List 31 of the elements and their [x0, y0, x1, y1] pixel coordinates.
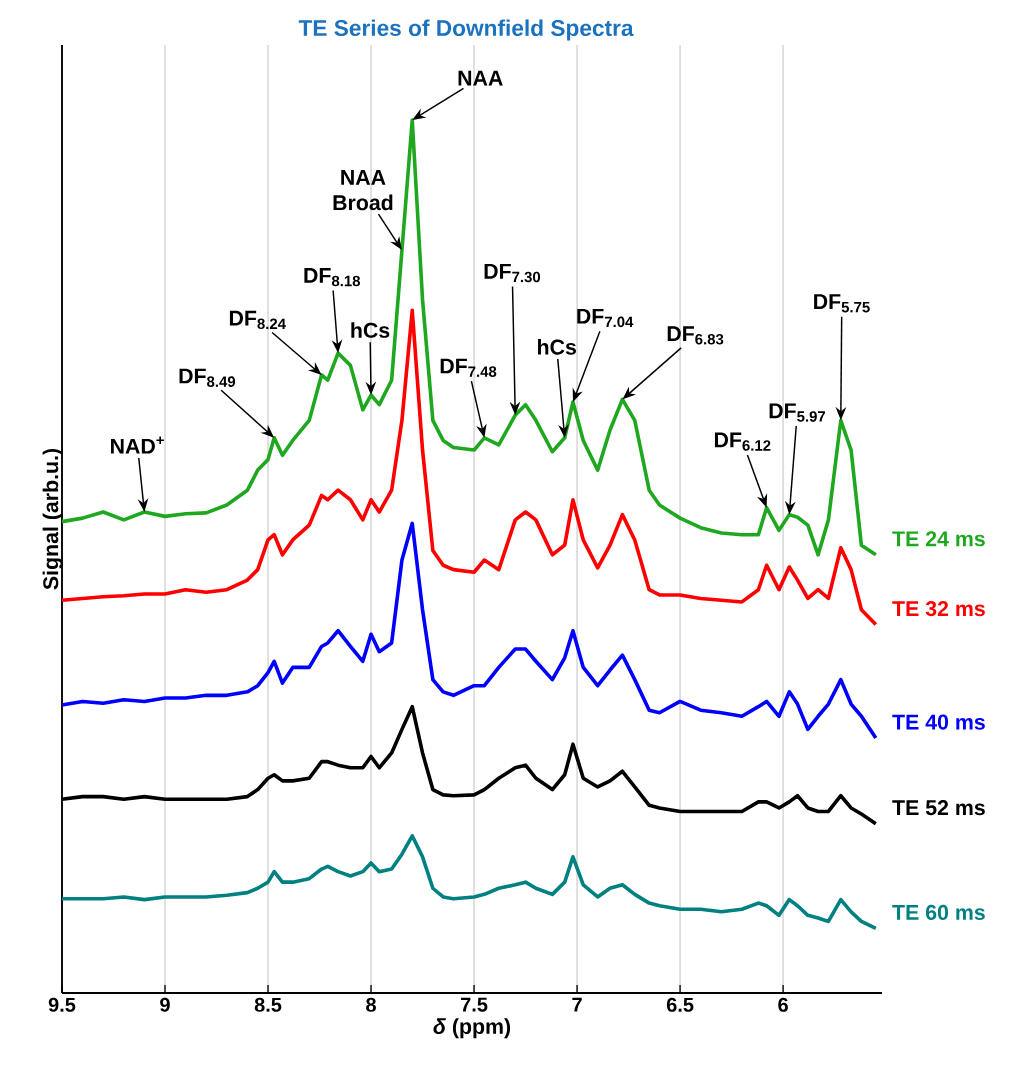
annotation: NAA Broad: [333, 170, 393, 211]
x-tick-label: 9: [160, 997, 170, 1012]
x-tick-label: 7.5: [461, 997, 488, 1012]
series-label: TE 32 ms: [892, 601, 985, 617]
annotation: DF$_{5.75}$: [814, 294, 870, 313]
series-label: TE 52 ms: [892, 800, 985, 816]
x-tick-label: 9.5: [48, 997, 76, 1012]
annotation: DF$_{5.97}$: [769, 403, 826, 422]
series-label: TE 24 ms: [892, 531, 985, 547]
x-tick-label: 6.5: [666, 997, 694, 1012]
annotation: DF$_{7.48}$: [440, 358, 497, 377]
series-label: TE 40 ms: [892, 714, 985, 730]
x-tick-label: 7: [572, 997, 582, 1012]
annotation: DF$_{7.04}$: [577, 308, 634, 328]
annotation: NAD$^{+}$: [111, 436, 164, 454]
x-tick-label: 8.5: [254, 997, 282, 1012]
chart-title: TE Series of Downfield Spectra: [298, 19, 634, 41]
annotation: hCs: [538, 338, 576, 355]
x-tick-label: 6: [778, 997, 788, 1012]
annotation: DF$_{8.18}$: [304, 267, 361, 287]
annotation: DF$_{8.49}$: [179, 368, 236, 387]
x-tick-label: 8: [366, 997, 376, 1012]
x-axis-title: δ (ppm): [433, 1018, 511, 1039]
annotation: hCs: [351, 322, 390, 338]
annotation: DF$_{7.30}$: [484, 263, 541, 283]
series-label: TE 60 ms: [892, 904, 985, 920]
annotation: NAA: [458, 70, 503, 86]
annotation: DF$_{6.83}$: [667, 326, 724, 345]
annotation: DF$_{8.24}$: [229, 310, 286, 330]
y-axis-title: Signal (arb.u.): [42, 448, 63, 590]
annotation: DF$_{6.12}$: [714, 432, 771, 451]
